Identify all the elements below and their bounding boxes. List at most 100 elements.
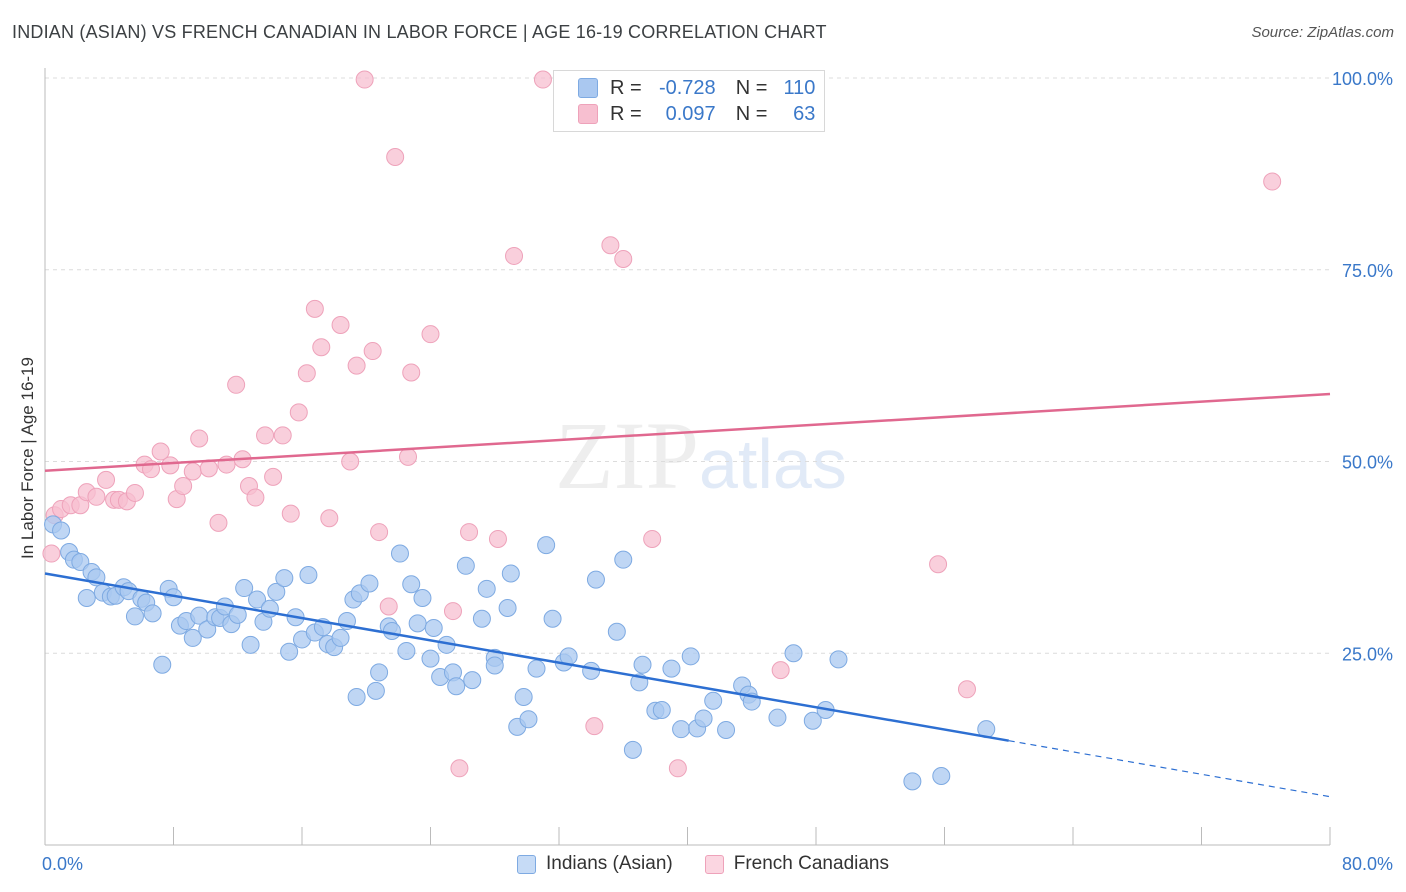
data-point — [320, 509, 339, 528]
x-tick-label: 0.0% — [42, 854, 83, 874]
data-point — [299, 566, 318, 585]
corr-row-french: R = 0.097 N = 63 — [578, 101, 815, 127]
r-label: R = — [610, 76, 642, 99]
data-point — [424, 618, 443, 637]
data-point — [623, 740, 642, 759]
data-point — [227, 375, 246, 394]
n-value-french: 63 — [793, 102, 816, 125]
data-point — [370, 523, 389, 542]
data-point — [297, 364, 316, 383]
data-point — [370, 663, 389, 682]
data-point — [413, 589, 432, 608]
data-point — [397, 641, 416, 660]
data-point — [235, 579, 254, 598]
data-point — [190, 429, 209, 448]
data-point — [932, 766, 951, 785]
legend-item-french[interactable]: French Canadians — [704, 853, 889, 875]
data-point — [125, 607, 144, 626]
data-point — [447, 677, 466, 696]
data-point — [498, 598, 517, 617]
data-point — [607, 622, 626, 641]
data-point — [52, 521, 71, 540]
blue-swatch — [578, 78, 598, 98]
data-point — [633, 655, 652, 674]
data-point — [151, 442, 170, 461]
data-point — [784, 644, 803, 663]
data-point — [505, 246, 524, 265]
n-label: N = — [735, 102, 768, 125]
data-point — [460, 523, 479, 542]
data-point — [519, 710, 538, 729]
data-point — [472, 609, 491, 628]
data-point — [331, 315, 350, 334]
data-point — [601, 236, 620, 255]
data-point — [289, 403, 308, 422]
data-point — [463, 671, 482, 690]
legend-item-indians[interactable]: Indians (Asian) — [517, 853, 673, 875]
data-point — [331, 628, 350, 647]
data-point — [153, 655, 172, 674]
data-point — [42, 544, 61, 563]
data-point — [183, 628, 202, 647]
data-point — [363, 342, 382, 361]
data-point — [1263, 172, 1282, 191]
data-point — [248, 590, 267, 609]
r-value-indians: -0.728 — [658, 76, 716, 99]
data-point — [582, 661, 601, 680]
data-point — [275, 569, 294, 588]
data-point — [537, 536, 556, 555]
data-point — [71, 552, 90, 571]
data-point — [514, 687, 533, 706]
series-french-canadians — [42, 70, 1282, 778]
data-point — [390, 544, 409, 563]
trend-line-french — [44, 392, 1331, 472]
legend-label-french: French Canadians — [733, 853, 889, 874]
y-axis-label: In Labor Force | Age 16-19 — [18, 357, 37, 559]
corr-row-indians: R = -0.728 N = 110 — [578, 75, 815, 101]
data-point — [143, 604, 162, 623]
data-point — [382, 622, 401, 641]
data-point — [585, 717, 604, 736]
data-point — [477, 579, 496, 598]
r-label: R = — [610, 102, 642, 125]
legend-swatch-blue — [517, 854, 536, 874]
legend-swatch-pink — [704, 854, 724, 874]
data-point — [183, 462, 202, 481]
data-point — [957, 680, 976, 699]
legend-label-indians: Indians (Asian) — [546, 853, 673, 874]
data-point — [399, 447, 418, 466]
tick-labels: 25.0% 50.0% 75.0% 100.0% 0.0% 80.0% — [42, 69, 1393, 874]
series-legend: Indians (Asian) French Canadians — [0, 850, 1406, 878]
data-point — [125, 483, 144, 502]
data-point — [161, 456, 180, 475]
data-point — [408, 614, 427, 633]
n-value-indians: 110 — [783, 76, 816, 99]
data-point — [652, 701, 671, 720]
data-point — [402, 575, 421, 594]
data-point — [241, 635, 260, 654]
y-tick-label: 100.0% — [1332, 69, 1393, 89]
data-point — [97, 470, 116, 489]
data-point — [87, 487, 106, 506]
data-point — [533, 70, 552, 89]
chart-title: INDIAN (ASIAN) VS FRENCH CANADIAN IN LAB… — [12, 22, 827, 42]
data-point — [174, 477, 193, 496]
data-point — [488, 529, 507, 548]
data-point — [586, 570, 605, 589]
data-point — [312, 338, 331, 357]
y-tick-label: 25.0% — [1342, 644, 1393, 664]
data-point — [246, 488, 265, 507]
data-point — [264, 467, 283, 486]
data-point — [360, 574, 379, 593]
n-label: N = — [735, 76, 768, 99]
trend-line-indians-projection — [1008, 740, 1331, 798]
data-point — [281, 504, 300, 523]
y-tick-label: 75.0% — [1342, 261, 1393, 281]
trend-lines — [44, 392, 1331, 798]
data-point — [717, 720, 736, 739]
source-label: Source: ZipAtlas.com — [1251, 24, 1394, 41]
data-point — [803, 711, 822, 730]
data-point — [643, 529, 662, 548]
x-tick-label: 80.0% — [1342, 854, 1393, 874]
